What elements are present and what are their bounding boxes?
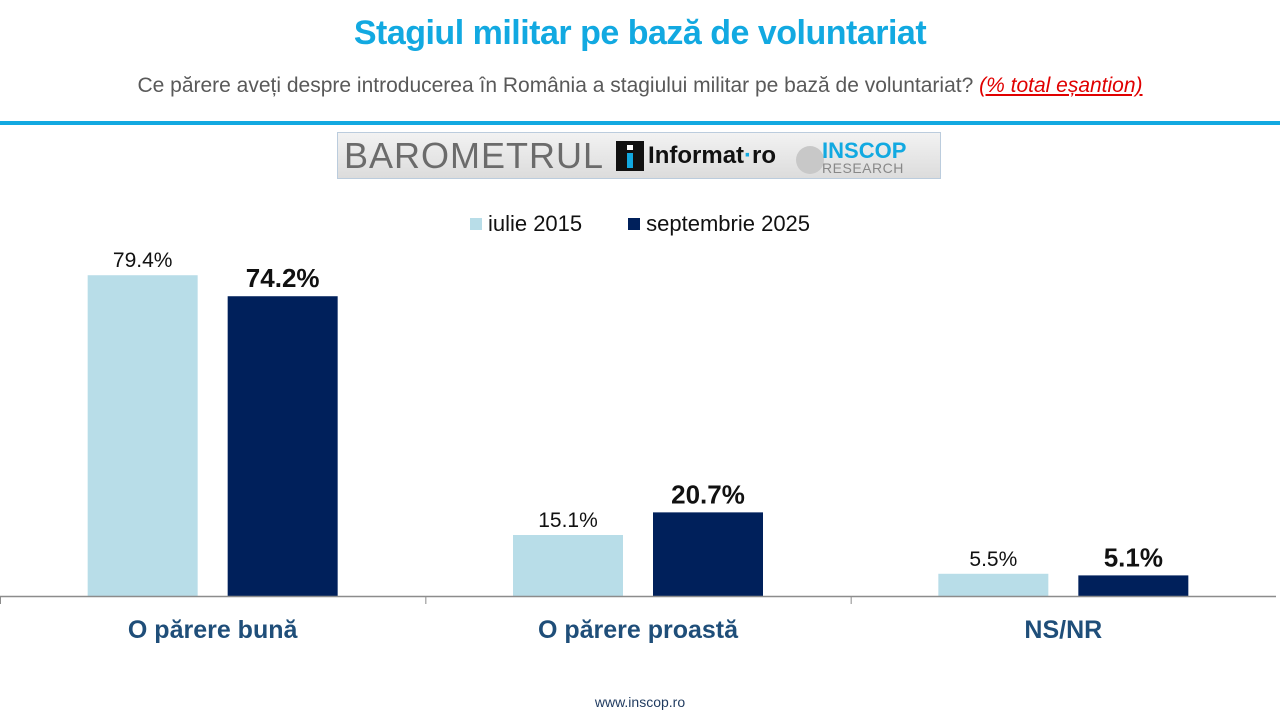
informat-icon xyxy=(616,140,645,171)
sample-note: (% total eșantion) xyxy=(979,74,1143,97)
bar-2025 xyxy=(653,512,763,596)
page-title: Stagiul militar pe bază de voluntariat xyxy=(353,14,927,52)
legend-label: iulie 2015 xyxy=(487,211,583,236)
data-label: 5.5% xyxy=(969,548,1017,571)
chart-legend: iulie 2015 septembrie 2025 xyxy=(0,211,1280,237)
legend-swatch-series-2 xyxy=(628,218,641,230)
sponsor-banner: BAROMETRUL Informat·ro INSCOP RESEARCH xyxy=(337,132,941,179)
category-label: O părere bună xyxy=(128,616,299,644)
informat-tld: ro xyxy=(752,141,777,169)
category-label: NS/NR xyxy=(1024,616,1102,644)
title-divider xyxy=(0,121,1280,125)
inscop-name: INSCOP xyxy=(822,137,907,163)
data-label: 20.7% xyxy=(671,479,745,509)
data-label: 79.4% xyxy=(113,249,173,272)
legend-swatch-series-1 xyxy=(469,218,482,230)
legend-item: septembrie 2025 xyxy=(628,211,810,237)
bar-2015 xyxy=(513,534,623,596)
legend-item: iulie 2015 xyxy=(469,211,583,237)
legend-label: septembrie 2025 xyxy=(646,211,811,236)
bar-2015 xyxy=(87,275,198,596)
informat-logo: Informat·ro xyxy=(648,142,776,170)
footer-url: www.inscop.ro xyxy=(594,694,686,710)
bar-2025 xyxy=(227,296,338,596)
inscop-circle-icon xyxy=(796,145,825,174)
data-label: 15.1% xyxy=(538,509,598,532)
data-label: 5.1% xyxy=(1104,542,1163,572)
barometru-logo: BAROMETRUL xyxy=(344,134,605,176)
data-label: 74.2% xyxy=(246,263,320,293)
category-label: O părere proastă xyxy=(538,616,739,644)
informat-dot: · xyxy=(744,141,753,169)
bar-2025 xyxy=(1078,575,1189,596)
bar-2015 xyxy=(938,573,1049,596)
inscop-research: RESEARCH xyxy=(822,159,904,176)
inscop-logo: INSCOP RESEARCH xyxy=(790,136,920,176)
informat-name: Informat xyxy=(648,141,745,169)
question-text: Ce părere aveți despre introducerea în R… xyxy=(137,74,980,97)
subtitle: Ce părere aveți despre introducerea în R… xyxy=(0,74,1280,98)
